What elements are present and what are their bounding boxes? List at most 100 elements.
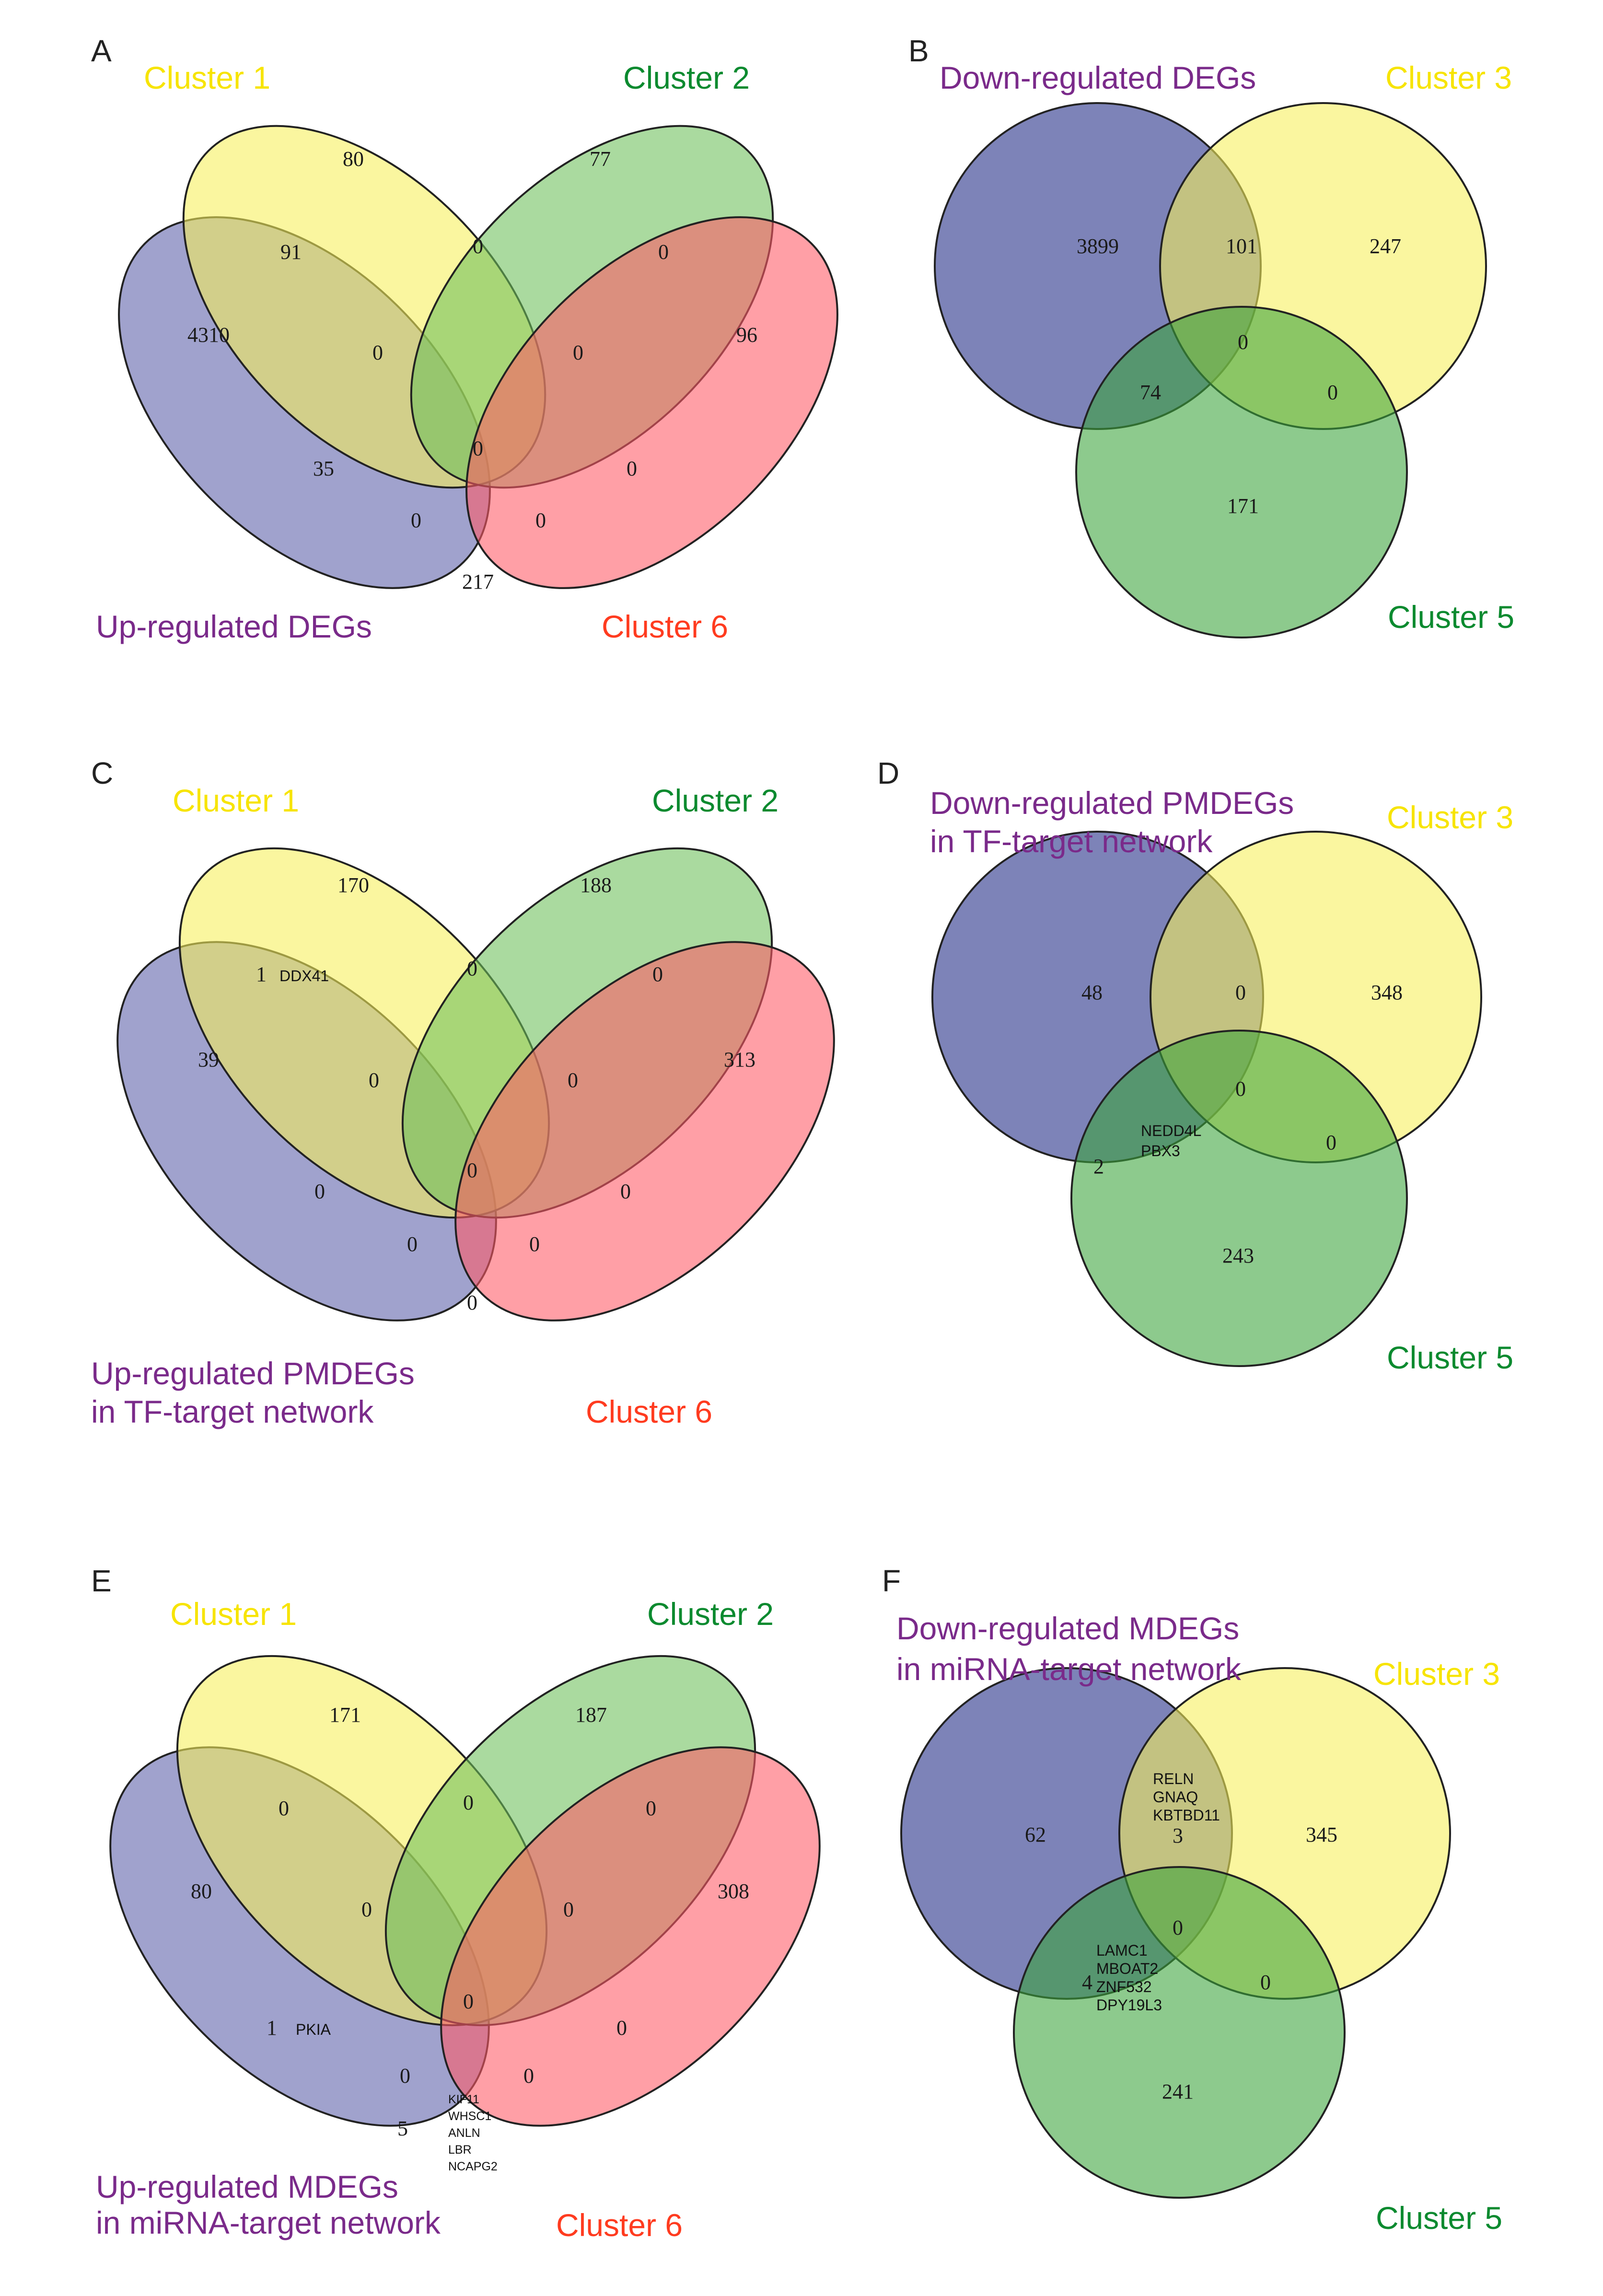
panel-d: D Down-regulated PMDEGs in TF-target net… bbox=[877, 756, 1513, 1375]
region-count: 62 bbox=[1025, 1823, 1046, 1846]
region-count: 3 bbox=[1173, 1824, 1183, 1847]
region-count: 0 bbox=[563, 1898, 574, 1921]
panel-f-down-mdegs-label-line1: Down-regulated MDEGs bbox=[896, 1611, 1239, 1646]
region-count: 48 bbox=[1081, 981, 1103, 1004]
cluster-6-ellipse bbox=[454, 941, 835, 1322]
region-count: 0 bbox=[372, 341, 383, 364]
panel-d-letter: D bbox=[877, 756, 899, 790]
region-count: 0 bbox=[467, 1291, 477, 1314]
panel-e-cluster-2-label: Cluster 2 bbox=[647, 1596, 774, 1632]
region-count: 170 bbox=[337, 873, 369, 897]
gene-label: MBOAT2 bbox=[1096, 1960, 1158, 1977]
gene-label: KIF11 bbox=[448, 2093, 479, 2106]
gene-label: PKIA bbox=[296, 2021, 331, 2038]
region-count: 77 bbox=[590, 147, 611, 171]
region-count: 5 bbox=[397, 2117, 408, 2140]
gene-label: ANLN bbox=[448, 2126, 480, 2140]
panel-c-letter: C bbox=[91, 756, 113, 790]
region-count: 0 bbox=[1260, 1971, 1271, 1994]
gene-label: NCAPG2 bbox=[448, 2160, 498, 2173]
region-count: 4310 bbox=[187, 323, 230, 347]
panel-a-cluster-6-label: Cluster 6 bbox=[602, 609, 728, 644]
panel-f-cluster-5-label: Cluster 5 bbox=[1376, 2200, 1502, 2236]
panel-a-cluster-1-label: Cluster 1 bbox=[144, 60, 270, 95]
region-count: 1 bbox=[256, 962, 267, 986]
region-count: 0 bbox=[1238, 330, 1248, 354]
region-count: 0 bbox=[1327, 381, 1338, 404]
region-count: 101 bbox=[1226, 234, 1257, 258]
region-count: 0 bbox=[1235, 1077, 1246, 1101]
region-count: 171 bbox=[329, 1703, 361, 1727]
gene-label: GNAQ bbox=[1153, 1788, 1198, 1806]
region-count: 0 bbox=[1326, 1131, 1336, 1154]
gene-label: LBR bbox=[448, 2143, 472, 2157]
region-count: 345 bbox=[1306, 1823, 1337, 1846]
gene-label: ZNF532 bbox=[1096, 1978, 1152, 1995]
region-count: 0 bbox=[652, 962, 663, 986]
region-count: 0 bbox=[407, 1232, 418, 1256]
cluster-5-circle bbox=[1075, 306, 1408, 638]
panel-b-letter: B bbox=[908, 34, 929, 68]
region-count: 243 bbox=[1222, 1244, 1254, 1267]
panel-c-up-pmdegs-label-line1: Up-regulated PMDEGs bbox=[91, 1356, 415, 1391]
region-count: 188 bbox=[580, 873, 612, 897]
panel-e-cluster-6-label: Cluster 6 bbox=[556, 2207, 683, 2243]
region-count: 247 bbox=[1370, 234, 1401, 258]
region-count: 0 bbox=[361, 1898, 372, 1921]
region-count: 0 bbox=[658, 240, 669, 264]
region-count: 0 bbox=[467, 1159, 477, 1182]
region-count: 0 bbox=[279, 1797, 289, 1820]
panel-c-cluster-1-label: Cluster 1 bbox=[173, 783, 299, 818]
region-count: 0 bbox=[1173, 1916, 1183, 1939]
region-count: 0 bbox=[473, 437, 483, 460]
panel-e-cluster-1-label: Cluster 1 bbox=[170, 1596, 297, 1632]
region-count: 187 bbox=[575, 1703, 607, 1727]
panel-a-letter: A bbox=[91, 34, 112, 68]
panel-d-cluster-3-label: Cluster 3 bbox=[1387, 800, 1513, 835]
panel-c-cluster-6-label: Cluster 6 bbox=[586, 1394, 712, 1429]
panel-a-cluster-2-label: Cluster 2 bbox=[623, 60, 750, 95]
panel-d-cluster-5-label: Cluster 5 bbox=[1387, 1340, 1513, 1375]
region-count: 0 bbox=[411, 509, 421, 532]
region-count: 0 bbox=[369, 1068, 379, 1092]
gene-label: RELN bbox=[1153, 1770, 1194, 1787]
region-count: 313 bbox=[724, 1048, 755, 1071]
region-count: 3899 bbox=[1077, 234, 1119, 258]
region-count: 217 bbox=[462, 570, 494, 593]
region-count: 0 bbox=[467, 957, 477, 980]
panel-c-cluster-2-label: Cluster 2 bbox=[652, 783, 778, 818]
region-count: 0 bbox=[1235, 981, 1246, 1004]
cluster-6-ellipse bbox=[440, 1746, 821, 2127]
gene-label: NEDD4L bbox=[1141, 1122, 1201, 1139]
region-count: 2 bbox=[1093, 1155, 1104, 1178]
panel-d-venn bbox=[931, 831, 1482, 1367]
panel-e-up-mdegs-label-line2: in miRNA-target network bbox=[96, 2205, 441, 2240]
gene-label: LAMC1 bbox=[1096, 1942, 1148, 1959]
region-count: 74 bbox=[1140, 381, 1161, 404]
gene-label: KBTBD11 bbox=[1153, 1807, 1220, 1824]
region-count: 0 bbox=[473, 234, 483, 258]
region-count: 0 bbox=[627, 457, 637, 480]
region-count: 0 bbox=[463, 1990, 474, 2013]
region-count: 35 bbox=[313, 457, 334, 480]
panel-f-cluster-3-label: Cluster 3 bbox=[1373, 1656, 1500, 1692]
panel-a-up-degs-label: Up-regulated DEGs bbox=[96, 609, 372, 644]
panel-e: E Cluster 1 Cluster 2 Up-regulated MDEGs… bbox=[91, 1564, 821, 2243]
gene-label: DDX41 bbox=[279, 967, 329, 985]
region-count: 0 bbox=[529, 1232, 540, 1256]
panel-b-venn bbox=[934, 102, 1487, 638]
region-count: 0 bbox=[568, 1068, 578, 1092]
panel-e-venn bbox=[109, 1655, 821, 2127]
panel-c-venn bbox=[116, 847, 835, 1322]
region-count: 0 bbox=[616, 2016, 627, 2040]
panel-b-cluster-5-label: Cluster 5 bbox=[1388, 599, 1514, 635]
panel-c-up-pmdegs-label-line2: in TF-target network bbox=[91, 1394, 374, 1429]
region-count: 308 bbox=[718, 1879, 749, 1903]
panel-e-up-mdegs-label-line1: Up-regulated MDEGs bbox=[96, 2169, 398, 2204]
region-count: 0 bbox=[314, 1180, 325, 1203]
region-count: 1 bbox=[267, 2016, 277, 2040]
region-count: 241 bbox=[1162, 2080, 1194, 2103]
region-count: 0 bbox=[535, 509, 546, 532]
cluster-5-circle bbox=[1070, 1030, 1408, 1367]
